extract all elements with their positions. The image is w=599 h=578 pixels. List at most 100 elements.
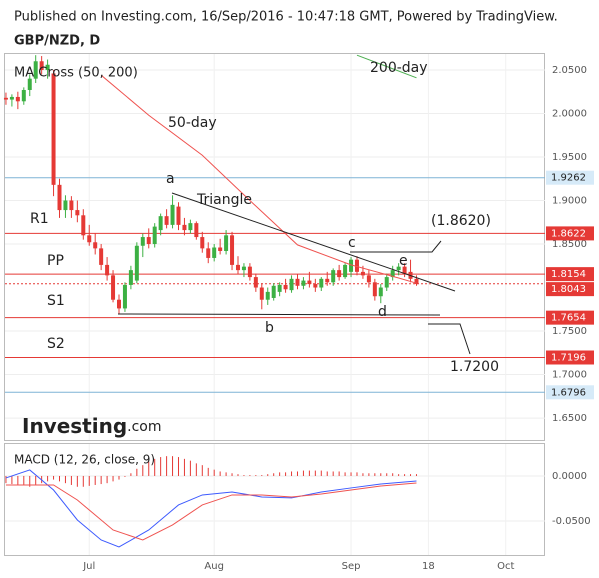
y-tick-label: 1.8500: [552, 239, 587, 250]
macd-bar: [368, 473, 370, 476]
candle-body: [230, 235, 235, 265]
macd-bar: [189, 460, 191, 476]
trend-line: [171, 192, 456, 292]
level-label: 1.8043: [551, 284, 586, 295]
macd-bar: [70, 475, 72, 485]
macd-bar: [183, 458, 185, 476]
macd-bar: [392, 473, 394, 476]
candle-body: [182, 224, 187, 231]
macd-bar: [285, 472, 287, 476]
macd-bar: [166, 456, 168, 476]
logo-text: Investing: [22, 414, 127, 438]
candle-body: [33, 61, 38, 79]
candle-body: [63, 200, 68, 211]
logo-text: .com: [127, 419, 161, 435]
candle-body: [152, 226, 157, 245]
y-tick-label: 1.7500: [552, 326, 587, 337]
candle-body: [325, 278, 330, 283]
candle-body: [27, 78, 32, 90]
ma-line: [356, 54, 417, 79]
level-label-bg: [546, 385, 594, 400]
y-tick-label: 1.7000: [552, 370, 587, 381]
macd-bar: [201, 465, 203, 476]
macd-bar: [302, 470, 304, 476]
candle-body: [170, 204, 175, 225]
macd-bar: [160, 457, 162, 476]
y-tick-label: -0.0500: [552, 516, 591, 527]
macd-bar: [314, 470, 316, 476]
macd-bar: [261, 475, 263, 476]
macd-bar: [17, 475, 19, 485]
macd-bar: [356, 472, 358, 476]
macd-bar: [88, 475, 90, 486]
macd-bar: [118, 475, 120, 480]
candle-body: [289, 278, 294, 291]
macd-bar: [267, 474, 269, 476]
y-tick-label: 0.0000: [552, 471, 587, 482]
y-tick-label: 1.6500: [552, 413, 587, 424]
x-tick-label: Oct: [497, 561, 514, 572]
annotation: e: [399, 253, 408, 269]
annotation: d: [378, 304, 387, 320]
macd-bar: [100, 475, 102, 485]
level-label: 1.7654: [551, 313, 586, 324]
x-tick-label: Sep: [342, 561, 361, 572]
level-label-bg: [546, 170, 594, 185]
annotation: Triangle: [196, 192, 252, 208]
macd-bar: [279, 472, 281, 476]
level-label: 1.9262: [551, 173, 586, 184]
candle-body: [247, 266, 252, 278]
candle-body: [301, 280, 306, 286]
macd-bar: [106, 475, 108, 484]
candle-body: [307, 280, 312, 285]
candle-body: [265, 291, 270, 300]
candle-body: [9, 96, 14, 100]
macd-bar: [35, 475, 37, 485]
ma-label: 50-day: [168, 115, 217, 131]
candle-body: [277, 284, 282, 292]
candle-body: [354, 259, 359, 272]
candle-body: [396, 266, 401, 271]
macd-bar: [195, 463, 197, 476]
candle-body: [390, 270, 395, 278]
macd-bar: [338, 471, 340, 476]
candle-body: [39, 61, 44, 70]
annotation: b: [265, 320, 274, 336]
macd-title: MACD (12, 26, close, 9): [14, 453, 155, 467]
macd-bar: [130, 473, 132, 476]
candle-body: [99, 248, 104, 265]
target-line: [428, 323, 471, 355]
trend-line: [117, 313, 441, 316]
annotation: S1: [47, 293, 65, 309]
macd-bar: [219, 471, 221, 476]
candle-body: [402, 266, 407, 274]
level-label-bg: [546, 350, 594, 365]
candle-body: [81, 215, 86, 236]
annotation: a: [166, 171, 175, 187]
candle-body: [21, 89, 26, 102]
macd-bar: [53, 475, 55, 480]
candle-body: [206, 248, 211, 258]
candle-body: [188, 223, 193, 231]
candle-body: [259, 287, 264, 300]
candle-body: [295, 278, 300, 286]
candle-body: [218, 247, 223, 251]
candle-body: [116, 299, 121, 309]
candle-body: [271, 285, 276, 298]
macd-bar: [255, 475, 257, 476]
candle-body: [360, 271, 365, 276]
macd-bar: [76, 475, 78, 487]
header: Published on Investing.com, 16/Sep/2016 …: [14, 10, 558, 25]
candle-body: [337, 270, 342, 278]
candle-body: [146, 237, 151, 245]
candle-body: [224, 235, 229, 251]
annotation: c: [348, 235, 356, 251]
macd-bar: [398, 474, 400, 476]
macd-bar: [231, 473, 233, 476]
macd-bar: [142, 465, 144, 476]
macd-bar: [326, 471, 328, 476]
macd-bar: [380, 473, 382, 476]
candle-body: [414, 278, 419, 285]
x-tick-label: Jul: [82, 561, 95, 572]
